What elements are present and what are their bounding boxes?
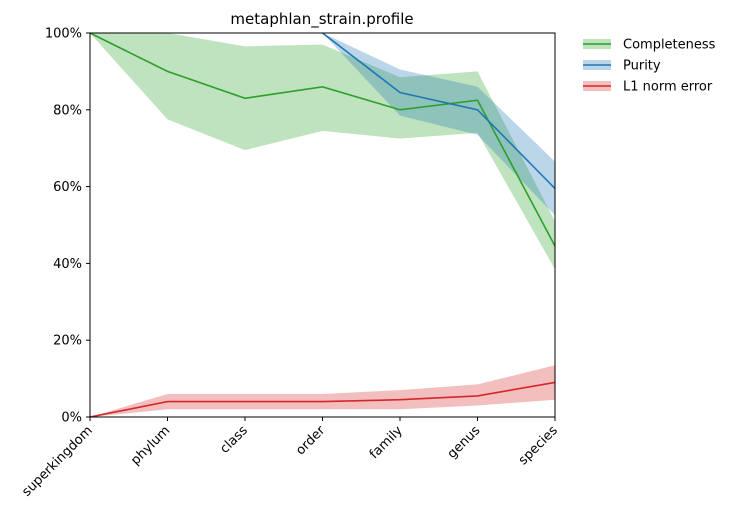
y-tick-label: 40% [53, 257, 82, 272]
y-tick-label: 0% [61, 411, 82, 426]
x-axis: superkingdom phylum class order family genus s… [19, 417, 561, 500]
x-tick-label: phylum [128, 423, 173, 468]
band-completeness [90, 33, 555, 270]
chart-title: metaphlan_strain.profile [230, 10, 413, 29]
y-tick-label: 60% [53, 180, 82, 195]
y-tick-label: 20% [53, 334, 82, 349]
y-tick-label: 80% [53, 103, 82, 118]
line-l1-norm-error [89, 381, 556, 418]
y-axis: 0% 20% 40% 60% 80% 100% [45, 27, 90, 426]
line-purity [322, 32, 556, 190]
confidence-bands [90, 33, 555, 417]
legend-label: Purity [623, 59, 661, 74]
x-tick-label: genus [445, 423, 484, 462]
y-tick-label: 100% [45, 27, 82, 42]
x-tick-label: superkingdom [19, 423, 95, 499]
legend: Completeness Purity L1 norm error [583, 38, 716, 95]
x-tick-label: species [516, 423, 561, 468]
x-tick-label: class [217, 423, 251, 457]
x-tick-label: family [367, 423, 406, 462]
series-lines [89, 32, 556, 418]
x-tick-label: order [293, 423, 329, 459]
band-l1-norm-error [90, 365, 555, 417]
legend-label: L1 norm error [623, 80, 713, 95]
line-completeness [89, 32, 556, 247]
legend-label: Completeness [623, 38, 716, 53]
